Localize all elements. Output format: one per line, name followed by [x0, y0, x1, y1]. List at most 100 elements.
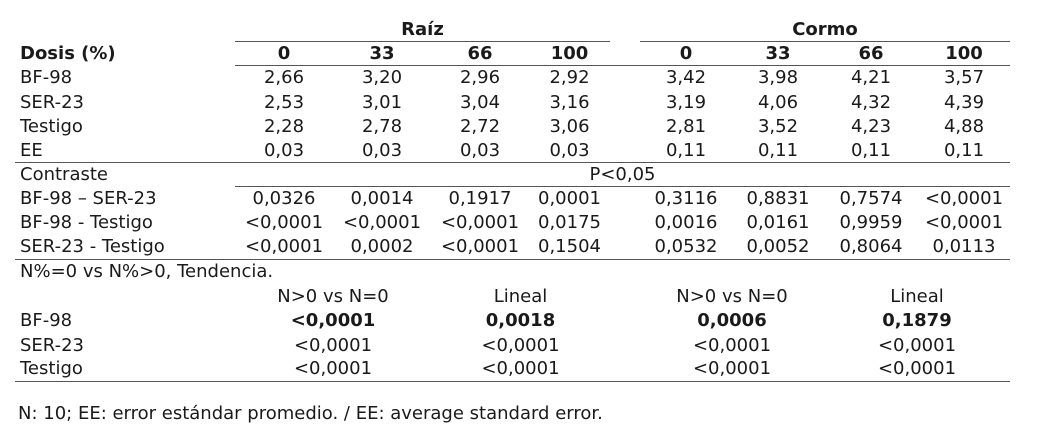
table-cell: 3,52: [757, 116, 799, 137]
table-cell: 0,8831: [746, 188, 810, 209]
table-cell: 3,19: [665, 92, 707, 113]
table-cell: 0,03: [549, 140, 590, 161]
table-cell: 0,03: [263, 140, 305, 161]
table-cell: 4,88: [943, 116, 985, 137]
table-cell: <0,0001: [244, 212, 324, 233]
table-cell: 0,11: [943, 140, 985, 161]
table-cell: <0,0001: [440, 212, 520, 233]
table-cell: 3,04: [459, 92, 501, 113]
table-cell: 0,0018: [485, 310, 556, 331]
table-cell: 4,23: [850, 116, 892, 137]
table-cell: 0,1879: [882, 310, 952, 331]
table-cell: 0,1504: [538, 236, 601, 257]
table-cell: 2,72: [459, 116, 501, 137]
table-cell: 2,78: [361, 116, 403, 137]
table-cell: 0,1917: [448, 188, 512, 209]
dose-header: 100: [550, 43, 589, 64]
trend-title: N%=0 vs N%>0, Tendencia.: [20, 261, 274, 282]
table-cell: 3,16: [549, 92, 590, 113]
table-cell: 0,11: [757, 140, 799, 161]
row-label: EE: [20, 140, 43, 161]
row-label: BF-98 – SER-23: [20, 188, 157, 209]
row-label: SER-23: [20, 92, 84, 113]
table-cell: <0,0001: [481, 358, 560, 379]
table-cell: 3,57: [943, 67, 985, 88]
table-cell: <0,0001: [293, 335, 373, 356]
dose-header: 33: [765, 43, 791, 64]
trend-header: Lineal: [890, 286, 944, 307]
table-cell: 0,03: [459, 140, 501, 161]
trend-header: Lineal: [493, 286, 548, 307]
table-cell: 0,7574: [839, 188, 903, 209]
table-cell: 3,42: [665, 67, 707, 88]
table-cell: 0,8064: [839, 236, 903, 257]
table-cell: 3,98: [757, 67, 799, 88]
table-cell: <0,0001: [924, 188, 1004, 209]
table-cell: 0,0006: [697, 310, 767, 331]
table-cell: <0,0001: [924, 212, 1004, 233]
contrast-rule: [235, 186, 1010, 187]
table-cell: 2,28: [263, 116, 305, 137]
header-rule: [235, 65, 1010, 66]
table-cell: <0,0001: [290, 310, 376, 331]
table-cell: 0,0016: [654, 212, 718, 233]
table-cell: <0,0001: [440, 236, 520, 257]
table-cell: <0,0001: [692, 335, 772, 356]
table-cell: 2,53: [263, 92, 305, 113]
table-cell: 0,0052: [746, 236, 810, 257]
dosis-label: Dosis (%): [20, 43, 116, 64]
table-cell: <0,0001: [877, 335, 957, 356]
table-cell: 0,0326: [252, 188, 316, 209]
table-cell: 4,21: [850, 67, 892, 88]
table-cell: 3,06: [549, 116, 590, 137]
table-cell: 0,0002: [350, 236, 414, 257]
row-label: Testigo: [20, 358, 83, 379]
cormo-underline: [640, 41, 1010, 42]
dose-header: 0: [277, 43, 291, 64]
table-cell: 0,11: [850, 140, 892, 161]
table-cell: 0,11: [665, 140, 707, 161]
raiz-underline: [235, 41, 610, 42]
contrast-label: Contraste: [20, 164, 108, 185]
table-bottom-rule: [15, 381, 1010, 382]
table-cell: <0,0001: [293, 358, 373, 379]
table-cell: 2,81: [665, 116, 707, 137]
table-cell: <0,0001: [481, 335, 560, 356]
table-cell: 0,03: [361, 140, 403, 161]
table-cell: 0,0161: [746, 212, 810, 233]
section-rule: [15, 162, 1010, 163]
table-cell: 0,0014: [350, 188, 414, 209]
dose-header: 0: [679, 43, 693, 64]
group-header-raiz: Raíz: [401, 19, 444, 40]
trend-header: N>0 vs N=0: [676, 286, 788, 307]
table-cell: 3,20: [361, 67, 403, 88]
table-cell: 0,0175: [538, 212, 601, 233]
table-cell: 4,06: [757, 92, 799, 113]
table-cell: <0,0001: [244, 236, 324, 257]
table-cell: 2,66: [263, 67, 305, 88]
table-cell: 3,01: [361, 92, 403, 113]
table-cell: <0,0001: [692, 358, 772, 379]
dose-header: 33: [369, 43, 395, 64]
row-label: SER-23: [20, 335, 84, 356]
section-rule: [15, 259, 1010, 260]
row-label: BF-98: [20, 67, 73, 88]
table-cell: <0,0001: [342, 212, 422, 233]
p-value-label: P<0,05: [589, 164, 656, 185]
footnote: N: 10; EE: error estándar promedio. / EE…: [18, 403, 603, 424]
table-cell: 2,92: [549, 67, 590, 88]
row-label: BF-98: [20, 310, 73, 331]
dose-header: 66: [858, 43, 884, 64]
table-cell: 0,0001: [538, 188, 601, 209]
trend-header: N>0 vs N=0: [277, 286, 389, 307]
table-cell: 0,9959: [839, 212, 903, 233]
table-cell: 0,0113: [932, 236, 996, 257]
dose-header: 100: [945, 43, 983, 64]
row-label: SER-23 - Testigo: [20, 236, 165, 257]
table-cell: 4,32: [850, 92, 892, 113]
table-cell: 0,0532: [654, 236, 718, 257]
table-cell: 0,3116: [654, 188, 718, 209]
dose-header: 66: [467, 43, 493, 64]
group-header-cormo: Cormo: [792, 19, 858, 40]
row-label: Testigo: [20, 116, 83, 137]
